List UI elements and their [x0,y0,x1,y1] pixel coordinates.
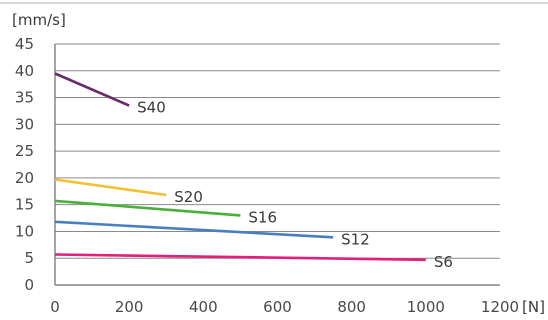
series-line-s20 [54,178,167,197]
x-tick-label: 200 [115,298,144,316]
y-tick-label: 35 [15,89,34,107]
y-tick-label: 25 [15,142,34,160]
series-label-s16: S16 [248,208,277,226]
series-line-s16 [54,199,241,217]
series-label-s20: S20 [174,188,203,206]
series-line-s40 [54,72,130,107]
x-tick-label: 1000 [407,298,445,316]
tick-labels: 0 5 10 15 20 25 30 35 40 45 0 200 400 600 800 1000 1200 [15,35,519,316]
y-tick-label: 10 [15,222,34,240]
x-tick-label: 1200 [481,298,519,316]
y-axis-label: [mm/s] [12,11,66,29]
data-series: S40 S20 S16 S12 S6 [54,72,453,271]
y-tick-label: 15 [15,196,34,214]
series-label-s12: S12 [341,230,370,248]
x-tick-label: 800 [337,298,366,316]
series-label-s40: S40 [137,99,166,117]
grid-lines [54,43,500,286]
y-tick-label: 30 [15,115,34,133]
y-tick-label: 40 [15,62,34,80]
y-tick-label: 45 [15,35,34,53]
y-tick-label: 5 [24,249,34,267]
series-label-s6: S6 [434,253,453,271]
y-tick-label: 20 [15,169,34,187]
y-tick-label: 0 [24,276,34,294]
x-tick-label: 400 [189,298,218,316]
series-line-s12 [54,220,334,239]
x-axis-label: [N] [522,298,545,316]
x-tick-label: 0 [50,298,60,316]
x-tick-label: 600 [263,298,292,316]
series-line-s6 [54,253,426,262]
